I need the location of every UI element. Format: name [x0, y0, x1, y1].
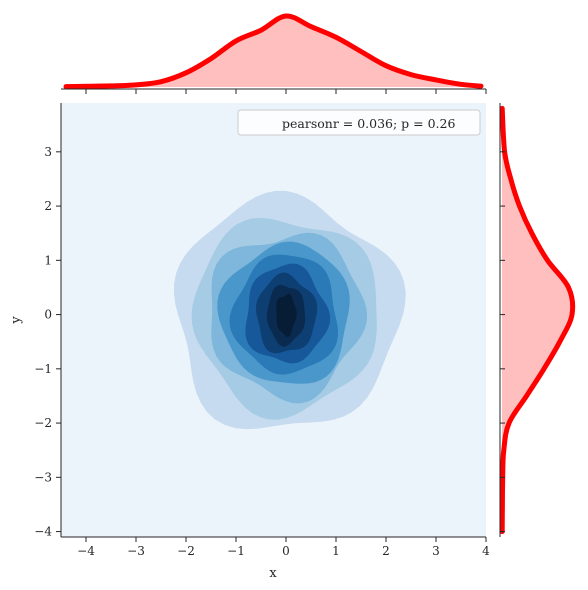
y-tick-label: 2 [44, 199, 52, 213]
marginal-y-plot [499, 105, 576, 535]
marginal-x-line [63, 13, 484, 90]
legend-annotation: pearsonr = 0.036; p = 0.26 [282, 116, 455, 131]
legend: pearsonr = 0.036; p = 0.26 [237, 109, 481, 136]
x-tick-label: 0 [282, 544, 290, 558]
x-axis-label: x [269, 566, 277, 581]
x-tick-label: 4 [482, 544, 490, 558]
kde-contours [174, 190, 406, 430]
y-tick-label: −2 [34, 416, 52, 430]
marginal-y-ticks [500, 151, 505, 533]
x-tick-label: −3 [127, 544, 145, 558]
x-tick-label: −1 [227, 544, 245, 558]
y-tick-label: −1 [34, 362, 52, 376]
x-tick-label: 2 [382, 544, 390, 558]
x-tick-label: −4 [77, 544, 95, 558]
y-tick-label: 0 [44, 308, 52, 322]
kde-contour-level-9 [276, 293, 297, 337]
marginal-x-ticks [85, 89, 487, 94]
y-tick-label: 1 [44, 253, 52, 267]
marginal-y-line [499, 105, 576, 535]
marginal-y-fill [502, 108, 573, 532]
marginal-x-plot [63, 13, 484, 90]
x-axis-ticks: −4 −3 −2 −1 0 1 2 3 4 [77, 537, 490, 558]
y-tick-label: −3 [34, 470, 52, 484]
x-tick-label: 3 [432, 544, 440, 558]
y-tick-label: 3 [44, 145, 52, 159]
y-axis-ticks: −4 −3 −2 −1 0 1 2 3 [34, 145, 61, 539]
legend-box [237, 109, 481, 136]
marginal-x-fill [66, 15, 481, 87]
x-tick-label: 1 [332, 544, 340, 558]
y-axis-label: y [9, 316, 24, 325]
x-tick-label: −2 [177, 544, 195, 558]
y-tick-label: −4 [34, 525, 52, 539]
legend-handle [248, 117, 268, 127]
